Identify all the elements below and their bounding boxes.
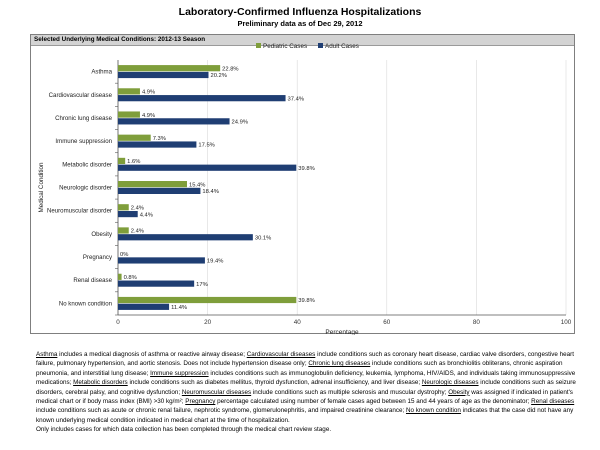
x-axis-label: Percentage [325, 329, 359, 335]
footnote-term: Cardiovascular diseases [246, 351, 316, 358]
footnote-text: include conditions such as acute or chro… [36, 407, 406, 415]
category-label: Asthma [91, 69, 112, 76]
data-label: 2.4% [131, 229, 144, 235]
bar [118, 187, 201, 194]
panel-title: Selected Underlying Medical Conditions: … [34, 36, 206, 43]
footnote-text: percentage calculated using number of fe… [215, 398, 532, 406]
footnote-term: Immune suppression [150, 369, 209, 377]
data-label: 39.8% [298, 298, 314, 304]
footnote-text: include conditions such as multiple scle… [251, 388, 449, 396]
category-label: Cardiovascular disease [49, 92, 113, 99]
footnote-term: Neuromuscular diseases [181, 388, 252, 396]
footnote-term: Asthma [36, 351, 58, 358]
bar [118, 111, 140, 118]
legend-swatch [318, 43, 323, 48]
category-label: Renal disease [73, 277, 112, 284]
bar [118, 296, 297, 304]
bar [118, 118, 230, 125]
x-tick-label: 0 [116, 319, 120, 326]
x-tick-label: 40 [294, 319, 302, 326]
data-label: 39.8% [298, 166, 314, 172]
data-label: 20.2% [210, 73, 226, 79]
chart-title: Laboratory-Confirmed Influenza Hospitali… [178, 6, 422, 18]
footnote-text: include conditions such as diabetes mell… [127, 379, 422, 387]
footnote-term: Metabolic disorders [73, 379, 128, 387]
category-label: Neurologic disorder [59, 185, 112, 192]
bar [118, 303, 170, 310]
bar [118, 210, 138, 218]
legend-swatch [256, 43, 261, 48]
bar [118, 164, 297, 171]
category-label: Immune suppression [55, 138, 112, 145]
bar [118, 234, 253, 241]
category-label: No known condition [59, 300, 112, 307]
data-label: 11.4% [171, 305, 187, 311]
footnote-text: was assigned if indicated in patient's m… [36, 388, 573, 406]
x-tick-label: 100 [561, 319, 572, 326]
bar [118, 257, 205, 264]
y-axis-label: Medical Condition [38, 162, 45, 213]
footnote-text: include conditions such as coronary hear… [36, 351, 574, 368]
data-label: 15.4% [189, 182, 205, 188]
bar [118, 280, 195, 287]
data-label: 30.1% [255, 235, 271, 241]
footnote-text: include conditions such as bronchiolitis… [36, 360, 563, 377]
data-label: 22.8% [222, 66, 238, 72]
data-label: 2.4% [131, 205, 144, 211]
data-label: 17% [196, 282, 208, 288]
data-label: 4.4% [140, 212, 153, 218]
footnote-term: Pregnancy [185, 398, 216, 406]
panel-header: Selected Underlying Medical Conditions: … [31, 35, 574, 46]
data-label: 7.3% [153, 136, 166, 142]
footnote-term: Obesity [448, 388, 470, 396]
bar [118, 71, 209, 79]
chart-panel: Selected Underlying Medical Conditions: … [30, 34, 575, 335]
data-label: 0% [120, 252, 128, 258]
bar [118, 273, 122, 280]
data-label: 19.4% [207, 259, 223, 265]
footnote-last: Only includes cases for which data colle… [36, 426, 332, 434]
bar [118, 227, 129, 234]
footnote-term: Neurologic diseases [421, 379, 479, 387]
footnote-text: includes conditions such as immunoglobul… [36, 369, 576, 387]
legend-label: Adult Cases [325, 43, 359, 50]
x-tick-label: 20 [204, 319, 212, 326]
footnote: Asthma includes a medical diagnosis of a… [36, 350, 592, 435]
footnote-definitions: Asthma includes a medical diagnosis of a… [36, 350, 592, 425]
category-label: Chronic lung disease [55, 115, 113, 122]
footnote-text: indicates that the case did not have any… [36, 407, 574, 424]
bar [118, 204, 129, 211]
category-label: Neuromuscular disorder [47, 208, 112, 215]
category-label: Metabolic disorder [62, 161, 112, 168]
bar [118, 88, 140, 95]
data-label: 17.5% [198, 143, 214, 149]
x-tick-label: 80 [473, 319, 481, 326]
chart-subtitle: Preliminary data as of Dec 29, 2012 [237, 19, 363, 28]
footnote-term: Chronic lung diseases [308, 360, 371, 368]
footnote-text: includes a medical diagnosis of asthma o… [57, 351, 247, 358]
data-label: 18.4% [202, 189, 218, 195]
bar [118, 65, 221, 72]
data-label: 4.9% [142, 90, 155, 96]
bar [118, 95, 286, 102]
legend-label: Pediatric Cases [263, 43, 307, 50]
data-label: 1.6% [127, 159, 140, 165]
bar-chart: 0 20 40 60 80 100 Percentage Medical Condition P… [38, 43, 572, 335]
data-label: 4.9% [142, 113, 155, 119]
bar [118, 134, 151, 141]
bar [118, 157, 126, 165]
data-label: 37.4% [288, 96, 304, 102]
x-tick-label: 60 [383, 319, 391, 326]
bar [118, 181, 187, 188]
data-label: 0.8% [124, 275, 137, 281]
footnote-text: include conditions such as seizure disor… [36, 379, 576, 396]
category-label: Pregnancy [83, 254, 113, 261]
bar [118, 141, 197, 148]
data-label: 24.9% [232, 120, 248, 126]
category-label: Obesity [91, 231, 113, 238]
footnote-term: No known condition [405, 407, 461, 415]
footnote-term: Renal diseases [531, 398, 575, 406]
